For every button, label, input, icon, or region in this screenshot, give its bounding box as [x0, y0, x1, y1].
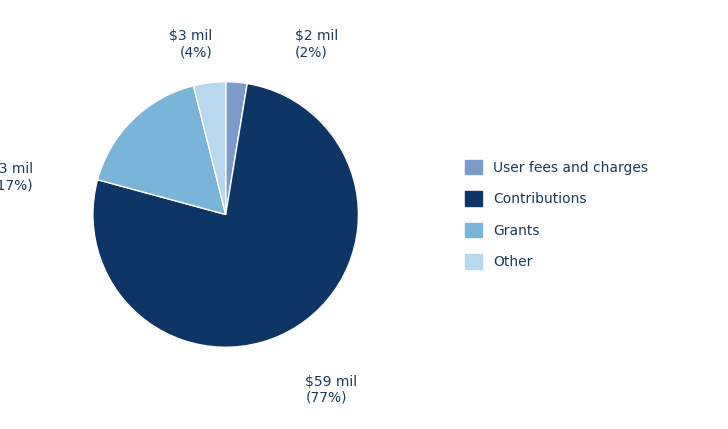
Wedge shape — [226, 82, 248, 214]
Wedge shape — [194, 82, 226, 214]
Legend: User fees and charges, Contributions, Grants, Other: User fees and charges, Contributions, Gr… — [459, 153, 655, 276]
Text: $3 mil
(4%): $3 mil (4%) — [169, 30, 213, 60]
Text: $59 mil
(77%): $59 mil (77%) — [305, 375, 357, 405]
Wedge shape — [93, 84, 358, 347]
Text: $13 mil
(17%): $13 mil (17%) — [0, 162, 33, 193]
Wedge shape — [98, 86, 226, 214]
Text: $2 mil
(2%): $2 mil (2%) — [295, 30, 338, 60]
